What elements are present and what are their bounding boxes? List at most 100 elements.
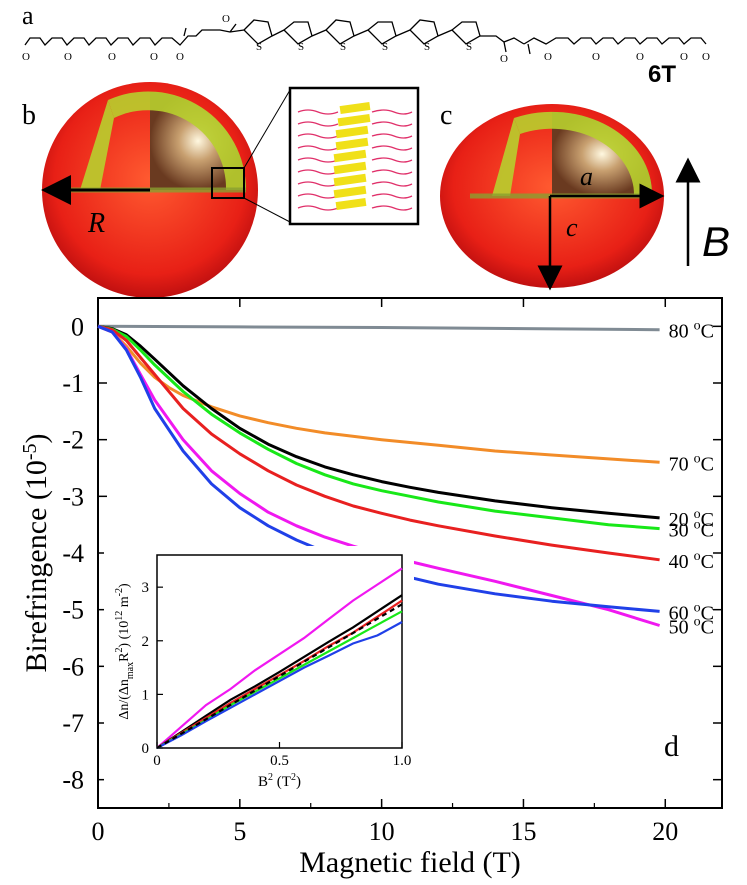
series-label-num: 70	[669, 453, 694, 475]
series-label-unit: C	[701, 321, 714, 343]
series-label-degree: o	[694, 615, 701, 630]
series-line-40	[97, 324, 660, 562]
svg-text:O: O	[702, 51, 710, 63]
main-y-tick-label: -3	[62, 482, 84, 511]
inset-x-label-text: B	[258, 774, 268, 790]
inset-series-line	[156, 621, 403, 749]
inset-x-tick-label: 0.5	[270, 753, 289, 769]
inset-y-label-sub: max	[125, 662, 136, 679]
methyl-left	[183, 27, 187, 37]
svg-text:S: S	[466, 41, 472, 53]
inset-x-label-exp1: 2	[268, 772, 273, 783]
series-label-degree: o	[694, 451, 701, 466]
inset-series-line	[156, 567, 403, 749]
svg-text:O: O	[592, 51, 600, 63]
series-label-degree: o	[694, 600, 701, 615]
atom-labels: O O O O O O S S S S S S O O O O O O	[22, 13, 710, 65]
series-label-degree: o	[694, 549, 701, 564]
panel-b-letter: b	[22, 100, 36, 131]
zoom-inset	[288, 86, 420, 226]
main-y-tick-label: -1	[62, 369, 84, 398]
inset-y-tick-label: 0	[142, 741, 150, 757]
series-label-num: 60	[669, 602, 694, 624]
inset-y-tick-label: 1	[142, 687, 150, 703]
main-y-tick-label: -2	[62, 426, 84, 455]
series-label-60: 60 oC	[669, 600, 714, 624]
main-x-tick-label: 5	[233, 817, 246, 846]
svg-text:O: O	[22, 51, 30, 63]
series-line-60	[97, 324, 660, 613]
series-label-num: 20	[669, 509, 694, 531]
inset-x-tick-label: 1.0	[393, 753, 412, 769]
series-label-degree: o	[694, 518, 701, 533]
compound-label: 6T	[648, 61, 676, 88]
inset-fit-line	[156, 603, 403, 749]
main-y-tick-label: -8	[62, 766, 84, 795]
sphere-vesicle: R	[41, 82, 258, 298]
molecule-left-chain	[24, 29, 210, 47]
inset-y-tick-label: 3	[142, 580, 150, 596]
main-y-label-exp: -5	[19, 443, 41, 460]
series-line-70	[97, 324, 660, 464]
molecule-right-chain	[523, 37, 707, 45]
svg-text:S: S	[340, 41, 346, 53]
main-x-tick-label: 15	[510, 817, 536, 846]
panel-d-letter: d	[664, 730, 679, 763]
series-label-unit: C	[701, 453, 714, 475]
inset-x-label-mid: (T	[273, 774, 291, 790]
ellipsoid-vesicle: a c	[440, 104, 665, 291]
inset-y-label-exp3: -2	[114, 588, 125, 596]
inset-y-tick-label: 2	[142, 634, 150, 650]
series-label-num: 40	[669, 551, 694, 573]
main-y-tick-label: -6	[62, 652, 84, 681]
zoom-box	[211, 167, 245, 199]
panel-c-letter: c	[440, 100, 452, 131]
svg-text:O: O	[150, 51, 158, 63]
svg-text:O: O	[500, 53, 508, 65]
main-y-label-close: )	[20, 433, 53, 443]
main-x-tick-label: 20	[652, 817, 678, 846]
inset-background	[104, 546, 414, 792]
svg-text:S: S	[424, 41, 430, 53]
inset-series	[156, 567, 403, 749]
svg-text:O: O	[108, 51, 116, 63]
svg-text:O: O	[222, 13, 230, 25]
series-label-40: 40 oC	[669, 549, 714, 573]
svg-text:O: O	[176, 51, 184, 63]
panel-a-letter: a	[22, 1, 34, 30]
methyl-right	[527, 43, 531, 55]
series-line-30	[97, 324, 660, 531]
inset-y-label-mid2: ) (10	[117, 621, 132, 648]
inset-y-label-exp2: 12	[114, 611, 125, 621]
molecule-structure	[24, 19, 707, 55]
series-label-num: 80	[669, 321, 694, 343]
inset-x-tick-label: 0	[153, 753, 161, 769]
main-y-axis-label: Birefringence (10-5)	[19, 433, 53, 672]
inset-y-label-mid: R	[117, 652, 132, 662]
inset-y-axis-label: Δn/(ΔnmaxR2) (1012 m-2)	[114, 583, 136, 720]
main-x-tick-label: 0	[92, 817, 105, 846]
inset-y-label-exp: 2	[114, 648, 125, 653]
main-x-axis-label: Magnetic field (T)	[299, 846, 521, 879]
inset-x-axis-label: B2 (T2)	[258, 772, 301, 790]
series-label-30: 30 oC	[669, 518, 714, 542]
main-series	[97, 324, 661, 627]
main-y-tick-label: -4	[62, 539, 84, 568]
series-label-80: 80 oC	[669, 319, 714, 343]
inset-tick-labels: 0 0.5 1.0 0 1 2 3	[142, 580, 412, 769]
series-label-degree: o	[694, 319, 701, 334]
inset-y-label-close: )	[117, 583, 132, 588]
main-y-tick-label: 0	[71, 312, 84, 341]
series-line-80	[97, 324, 660, 332]
svg-text:O: O	[64, 51, 72, 63]
series-label-unit: C	[701, 617, 714, 639]
main-x-tick-label: 10	[369, 817, 395, 846]
panel-c: c a c B	[440, 100, 730, 291]
series-label-num: 30	[669, 520, 694, 542]
field-label: B	[702, 218, 730, 265]
zoom-chains	[297, 109, 413, 211]
